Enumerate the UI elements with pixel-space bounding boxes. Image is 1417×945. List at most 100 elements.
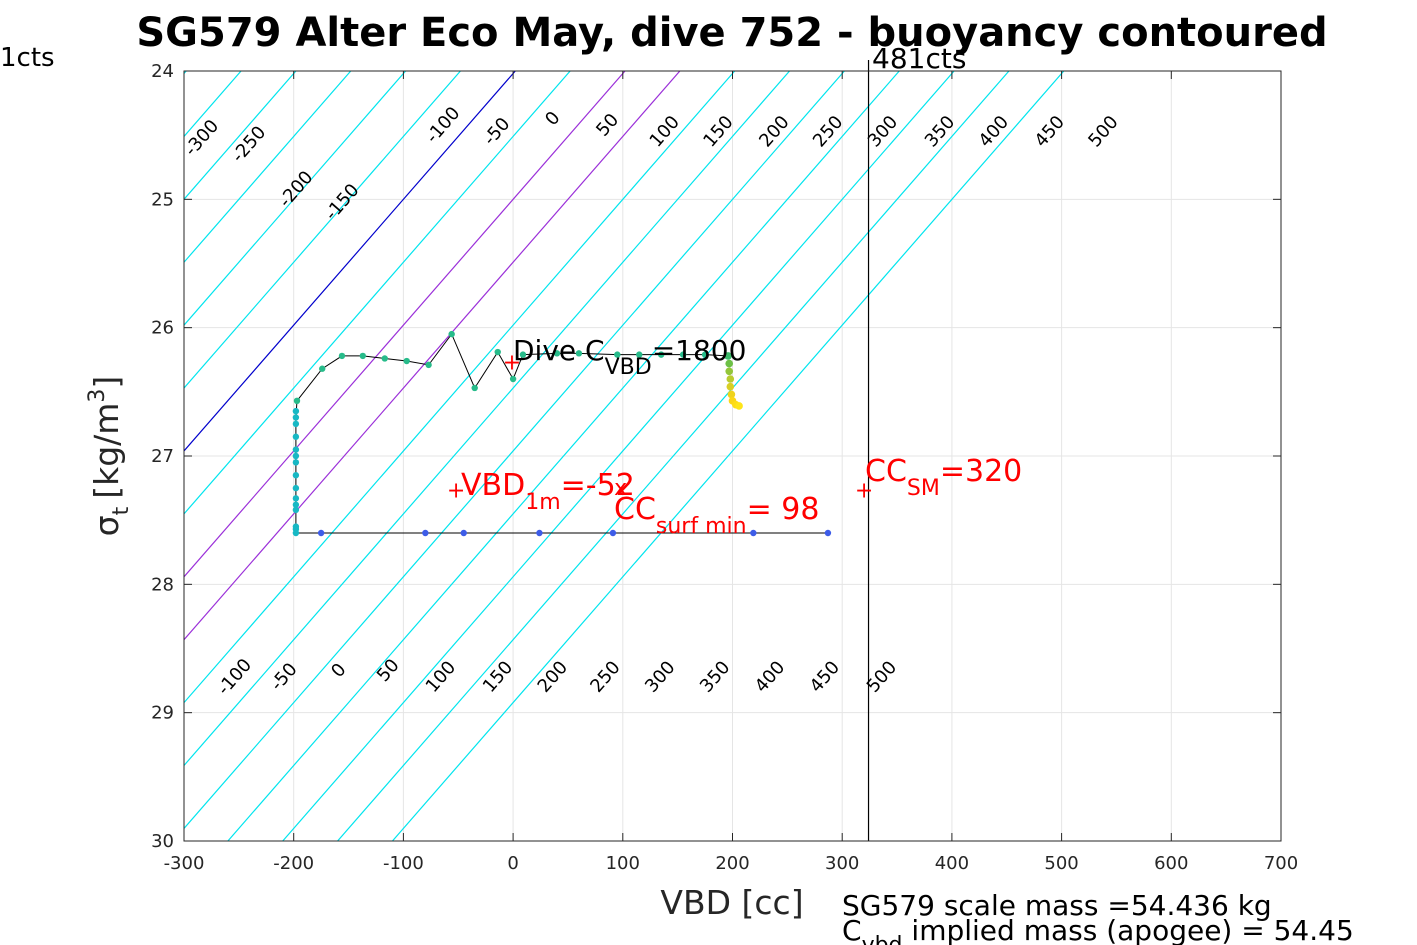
- y-tick-label-29: 29: [151, 703, 174, 724]
- dive-point-15: [636, 351, 643, 358]
- dive-cvbd-main: Dive C: [513, 334, 605, 367]
- x-tick-label-700: 700: [1264, 853, 1298, 874]
- implied-mass-sub: vbd: [862, 933, 903, 945]
- contour-label-bottom-350: 350: [696, 657, 734, 697]
- dive-stack-point-0: [292, 407, 300, 415]
- marker-0: +: [503, 350, 521, 375]
- x-tick-label-200: 200: [715, 853, 749, 874]
- apogee-trail-point-5: [727, 390, 736, 399]
- dive-point-12: [553, 350, 561, 357]
- y-tick-label-28: 28: [151, 574, 174, 595]
- cc-surf-min-main: CC: [614, 492, 656, 527]
- vbd-1m-sub: 1m: [525, 490, 560, 515]
- contour-label-bottom-450: 450: [806, 657, 844, 697]
- dive-profiles: [292, 330, 832, 537]
- dive-cvbd-annotation: Dive CVBD=1800: [513, 334, 746, 380]
- contour-label-top-250: 250: [809, 112, 847, 152]
- apogee-trail-point-0: [724, 352, 732, 360]
- implied-mass-c: C: [842, 914, 862, 945]
- markers: + + x +: [447, 350, 874, 503]
- x-tick-label--100: -100: [383, 853, 424, 874]
- contour-label-top-500: 500: [1084, 112, 1122, 152]
- marker-1: +: [447, 479, 465, 504]
- cc-surf-min-annotation: CCsurf min= 98: [614, 492, 819, 539]
- x-tick-label-0: 0: [507, 853, 518, 874]
- y-tick-label-25: 25: [151, 189, 174, 210]
- dive-cvbd-value: =1800: [652, 334, 747, 367]
- cc-sm-value: =320: [940, 454, 1022, 489]
- contour-line--100: [184, 71, 407, 327]
- apogee-trail-point-1: [725, 359, 734, 368]
- dive-point-3: [359, 352, 367, 360]
- y-axis-ticks: 24 25 26 27 28 29 30: [151, 61, 1281, 852]
- dive-cvbd-sub: VBD: [605, 355, 652, 380]
- dive-stack-point-4: [292, 446, 300, 453]
- vbd-1m-main: VBD: [461, 468, 525, 503]
- marker-3: +: [855, 479, 873, 504]
- contour-label-top-100: 100: [646, 112, 684, 152]
- vbd-1m-annotation: VBD1m=-52: [461, 468, 635, 515]
- contour-label-top-150: 150: [699, 112, 737, 152]
- cc-surf-min-sub: surf min: [656, 514, 747, 539]
- marker-2: x: [614, 476, 627, 501]
- dive-point-0: [293, 397, 301, 405]
- dive-point-9: [494, 348, 501, 356]
- dive-point-10: [509, 375, 517, 383]
- contour-label-top--200: -200: [275, 167, 318, 212]
- contour-line-450: [337, 71, 1010, 841]
- dive-stack-point-2: [292, 420, 300, 428]
- dive-point-13: [575, 350, 583, 357]
- dive-stack-point-6: [292, 459, 300, 466]
- dive-point-11: [519, 351, 527, 358]
- x-axis-ticks: -300 -200 -100 0 100 200 300 400 500 600 700: [164, 71, 1298, 874]
- apogee-trail-point-4: [726, 382, 735, 391]
- dive-stack-point-9: [292, 495, 300, 502]
- contour-label-top-0: 0: [541, 108, 564, 130]
- contour-label-top-50: 50: [592, 110, 623, 141]
- y-axis-label-superscript: 3: [85, 389, 110, 403]
- implied-mass-footer: Cvbd implied mass (apogee) = 54.45: [842, 914, 1354, 945]
- cc-sm-sub: SM: [907, 476, 940, 501]
- contour-line-0: [184, 71, 516, 452]
- apogee-trail-point-2: [725, 367, 734, 376]
- contour-label-bottom-250: 250: [586, 657, 624, 697]
- contour-label-top--300: -300: [180, 116, 223, 161]
- dive-point-7: [448, 330, 455, 338]
- cc-sm-main: CC: [865, 454, 907, 489]
- contour-label-bottom-300: 300: [641, 657, 679, 697]
- y-axis-label-close: ]: [87, 376, 126, 389]
- dive-stack-point-3: [292, 433, 300, 440]
- climb-point-4: [609, 529, 617, 537]
- contour-line-100: [184, 71, 626, 578]
- contour-line-300: [184, 71, 845, 830]
- climb-point-2: [460, 529, 467, 537]
- vbd-1m-value: =-52: [561, 468, 635, 503]
- dive-point-4: [381, 355, 388, 362]
- contour-label-bottom-200: 200: [534, 657, 572, 697]
- scale-mass-footer: SG579 scale mass =54.436 kg: [842, 889, 1272, 922]
- contour-label-top--100: -100: [422, 103, 465, 148]
- dive-stack-point-10: [292, 501, 300, 508]
- cc-sm-annotation: CCSM=320: [865, 454, 1022, 501]
- y-axis-label: σt [kg/m3]: [85, 376, 134, 537]
- dive-stack-point-7: [292, 472, 300, 479]
- x-axis-label: VBD [cc]: [660, 883, 803, 922]
- contour-label-top-450: 450: [1031, 112, 1069, 152]
- x-tick-label-600: 600: [1154, 853, 1188, 874]
- climb-point-5: [750, 529, 757, 537]
- contour-line-150: [184, 71, 681, 641]
- left-edge-counts-label: 1cts: [0, 43, 55, 73]
- dive-stack-point-8: [292, 484, 300, 492]
- climb-point-6: [824, 529, 832, 537]
- x-tick-label-300: 300: [825, 853, 859, 874]
- contour-label-bottom-100: 100: [422, 657, 460, 697]
- vertical-line-counts-label: 481cts: [872, 42, 966, 75]
- dive-point-16: [657, 351, 665, 358]
- contour-line-350: [227, 71, 900, 841]
- climb-point-3: [536, 529, 543, 537]
- climb-point-1: [422, 529, 429, 537]
- contour-label-bottom-400: 400: [751, 657, 789, 697]
- dive-point-1: [319, 365, 326, 372]
- dive-point-17: [679, 351, 687, 358]
- contour-line-200: [184, 71, 736, 704]
